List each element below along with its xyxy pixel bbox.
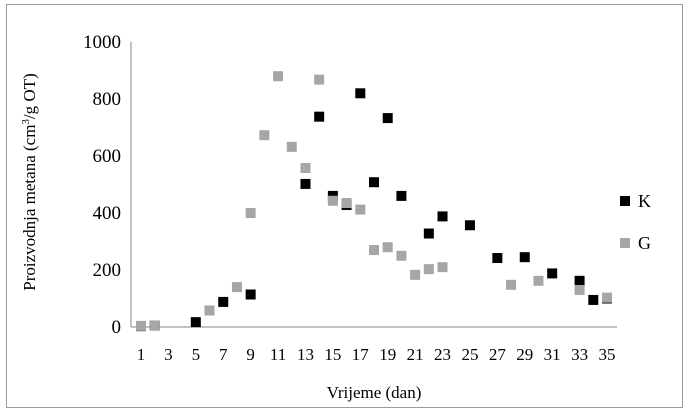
- data-point-k: [382, 113, 393, 124]
- y-tick-label: 0: [112, 317, 122, 338]
- legend-marker-k: [620, 196, 630, 206]
- x-tick-label: 3: [164, 345, 173, 364]
- data-point-k: [300, 178, 311, 189]
- y-tick-label: 1000: [83, 32, 121, 53]
- x-tick-label: 31: [544, 345, 561, 364]
- y-axis-title-tail: /g OT): [20, 73, 39, 119]
- data-point-g: [204, 305, 215, 316]
- x-tick-labels: 1 3 5 7 9 11 13 15 17 19 21 23 25 27 29 31 33 35: [137, 345, 616, 364]
- data-point-k: [574, 275, 585, 286]
- data-point-k: [437, 211, 448, 222]
- data-point-k: [369, 177, 379, 188]
- y-axis-title-main: Proizvodnja metana (cm: [20, 125, 39, 291]
- data-point-g: [259, 130, 270, 141]
- x-tick-label: 15: [324, 345, 341, 364]
- legend-label-g: G: [638, 233, 651, 253]
- data-point-g: [327, 195, 338, 206]
- data-point-g: [300, 162, 311, 173]
- x-tick-label: 1: [137, 345, 146, 364]
- data-point-g: [245, 208, 256, 218]
- legend: KG: [620, 191, 651, 253]
- data-point-g: [396, 250, 407, 261]
- data-point-k: [588, 294, 599, 305]
- x-tick-label: 23: [434, 345, 451, 364]
- data-point-k: [245, 289, 256, 300]
- x-tick-label: 21: [407, 345, 424, 364]
- data-point-g: [506, 279, 517, 290]
- legend-marker-g: [620, 238, 630, 248]
- data-points: [136, 71, 612, 332]
- data-point-g: [314, 74, 325, 85]
- y-tick-label: 800: [93, 89, 122, 110]
- data-point-k: [492, 253, 503, 264]
- y-tick-label: 600: [93, 146, 122, 167]
- y-tick-label: 400: [93, 203, 122, 224]
- data-point-g: [533, 275, 544, 286]
- legend-label-k: K: [638, 191, 651, 211]
- y-axis-title-superscript: 3: [20, 119, 32, 125]
- data-point-g: [423, 264, 434, 275]
- y-tick-label: 200: [93, 260, 122, 281]
- x-tick-label: 13: [297, 345, 314, 364]
- data-point-g: [341, 198, 352, 209]
- data-point-g: [149, 320, 160, 331]
- data-point-k: [396, 190, 407, 201]
- x-tick-label: 35: [599, 345, 616, 364]
- data-point-g: [410, 269, 421, 280]
- data-point-k: [519, 252, 530, 263]
- data-point-g: [437, 262, 448, 273]
- data-point-g: [273, 71, 284, 82]
- x-tick-label: 9: [246, 345, 255, 364]
- data-point-k: [190, 317, 201, 328]
- data-point-k: [547, 268, 558, 279]
- data-point-g: [382, 242, 393, 253]
- x-tick-label: 11: [270, 345, 286, 364]
- data-point-g: [369, 245, 379, 256]
- x-tick-label: 17: [352, 345, 370, 364]
- data-point-g: [286, 141, 297, 152]
- data-point-k: [314, 111, 325, 122]
- x-tick-label: 19: [379, 345, 396, 364]
- data-point-g: [602, 292, 612, 303]
- data-point-k: [218, 296, 229, 307]
- y-axis-title: Proizvodnja metana (cm3/g OT): [20, 73, 39, 290]
- x-tick-label: 29: [516, 345, 533, 364]
- x-tick-label: 7: [219, 345, 228, 364]
- data-point-g: [574, 284, 585, 295]
- x-tick-label: 33: [571, 345, 588, 364]
- data-point-g: [355, 204, 366, 215]
- data-point-k: [464, 220, 475, 231]
- x-tick-label: 5: [192, 345, 201, 364]
- x-tick-label: 27: [489, 345, 507, 364]
- x-axis-title: Vrijeme (dan): [327, 383, 422, 402]
- y-tick-labels: 0 200 400 600 800 1000: [83, 32, 121, 338]
- chart-frame: 0 200 400 600 800 1000 1 3 5 7 9 11 13 15 17 19 21 23 25 2…: [6, 4, 683, 408]
- data-point-g: [136, 320, 146, 331]
- data-point-g: [231, 282, 242, 293]
- x-tick-label: 25: [461, 345, 478, 364]
- axes: [130, 42, 617, 328]
- data-point-k: [423, 228, 434, 239]
- data-point-k: [355, 88, 366, 99]
